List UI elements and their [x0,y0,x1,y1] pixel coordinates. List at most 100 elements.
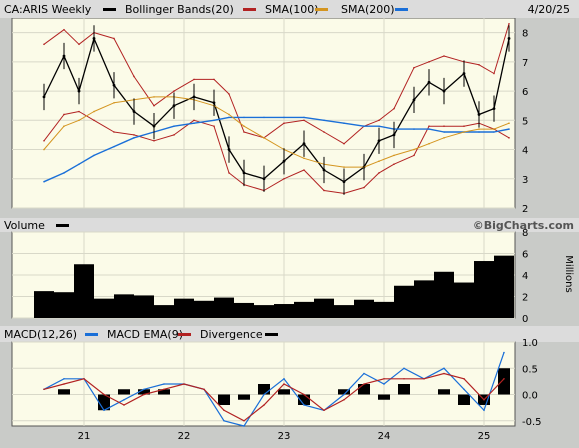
divergence-bar-5 [138,389,150,395]
macd-series-0-point-17 [383,383,385,385]
price-series-4-point-16 [343,166,345,168]
price-series-2-point-20 [413,154,415,157]
macd-series-1-point-11 [263,404,265,406]
legend-swatch-volume [56,224,69,227]
macd-y-axis: -0.5 0.0 0.5 1.0 [522,338,542,428]
price-series-3-point-13 [283,116,285,119]
volume-bar-21 [454,282,474,318]
price-series-2-point-23 [463,125,465,127]
divergence-bar-12 [278,389,290,395]
macd-series-1-point-15 [343,398,345,401]
divergence-bar-9 [218,394,230,405]
macd-series-0-point-6 [163,383,165,385]
price-tick-label-6: 8 [522,29,528,40]
volume-bar-16 [354,299,374,318]
x-tick-label-3: 24 [378,431,391,442]
volume-bar-23 [494,255,514,318]
price-header: CA:ARIS Weekly Bollinger Bands(20) SMA(1… [0,0,579,18]
price-series-4-point-1 [63,125,65,127]
price-series-1-point-1 [63,28,65,31]
volume-bar-17 [374,301,394,318]
volume-tick-label-4: 8 [522,228,528,239]
macd-series-1-point-7 [183,383,185,385]
price-series-1-point-13 [283,122,285,125]
volume-bar-14 [314,298,334,318]
volume-bar-12 [274,304,294,318]
volume-tick-label-1: 2 [522,293,528,304]
macd-series-line-1 [43,372,505,422]
price-series-2-point-22 [443,125,445,127]
price-series-3-point-25 [493,131,495,133]
price-series-3-point-9 [213,119,215,122]
price-series-4-point-3 [93,110,95,113]
price-series-3-point-21 [428,128,430,130]
macd-series-1-point-1 [63,383,65,385]
price-series-3-point-2 [78,163,80,165]
price-series-2-point-2 [78,110,80,113]
macd-tick-label-0: -0.5 [522,417,542,428]
macd-series-0-point-18 [403,367,405,370]
x-tick-label-2: 23 [278,431,291,442]
macd-series-0-point-3 [103,409,105,412]
price-series-1-point-2 [78,43,80,46]
price-series-2-point-19 [393,163,395,165]
volume-bar-6 [154,305,174,318]
divergence-bar-18 [398,384,410,395]
macd-series-0-point-21 [463,388,465,391]
macd-series-1-point-17 [383,377,385,380]
price-series-1-point-14 [303,119,305,122]
price-series-4-point-14 [303,157,305,160]
price-series-1-point-24 [478,63,480,66]
price-series-3-point-10 [228,116,230,119]
price-series-2-point-17 [363,186,365,189]
macd-panel: MACD(12,26) MACD EMA(9) Divergence -0.5 0… [0,326,579,428]
price-series-3-point-0 [43,180,45,183]
volume-bars [34,255,514,318]
divergence-bar-20 [438,389,450,395]
macd-series-1-point-23 [503,377,505,380]
legend-label-bollinger: Bollinger Bands(20) [125,3,234,16]
x-axis: 21 22 23 24 25 [78,431,491,442]
x-tick-label-0: 21 [78,431,91,442]
legend-label-divergence: Divergence [200,328,263,341]
volume-header-bar [0,218,579,232]
volume-bar-15 [334,305,354,318]
price-series-3-point-7 [173,125,175,127]
volume-bar-3 [94,298,114,318]
price-series-3-point-4 [113,145,115,148]
macd-series [43,351,510,427]
price-series-1-point-26 [508,23,510,25]
watermark: ©BigCharts.com [473,219,574,232]
macd-series-1-point-19 [423,377,425,380]
macd-series-line-0 [43,352,505,427]
price-tick-label-5: 7 [522,58,528,69]
macd-series-0-point-1 [63,377,65,380]
price-series-4-point-18 [378,160,380,163]
volume-bar-19 [414,280,434,318]
price-series-3-point-1 [63,172,65,174]
price-series-1-point-6 [153,104,155,107]
price-series-4-point-4 [113,101,115,104]
price-series-1-point-25 [493,72,495,75]
macd-header-bar [0,326,579,342]
price-series-3-point-22 [443,131,445,133]
divergence-bar-16 [358,384,370,395]
price-series-4-point-12 [263,137,265,139]
volume-bar-7 [174,298,194,318]
price-series-4-point-0 [43,148,45,151]
macd-series-0-point-12 [283,377,285,380]
divergence-bar-17 [378,394,390,400]
divergence-bar-21 [458,394,470,405]
macd-series-1-point-6 [163,388,165,391]
price-series-3-point-17 [363,125,365,127]
volume-bar-5 [134,295,154,318]
price-series-1-point-18 [378,119,380,122]
price-series-2-point-5 [133,134,135,136]
price-tick-label-3: 5 [522,116,528,127]
price-series-3-point-8 [193,122,195,125]
volume-bar-20 [434,271,454,318]
price-series-3-point-11 [243,116,245,119]
legend-swatch-bollinger [103,8,116,11]
price-series-2-point-21 [428,125,430,127]
